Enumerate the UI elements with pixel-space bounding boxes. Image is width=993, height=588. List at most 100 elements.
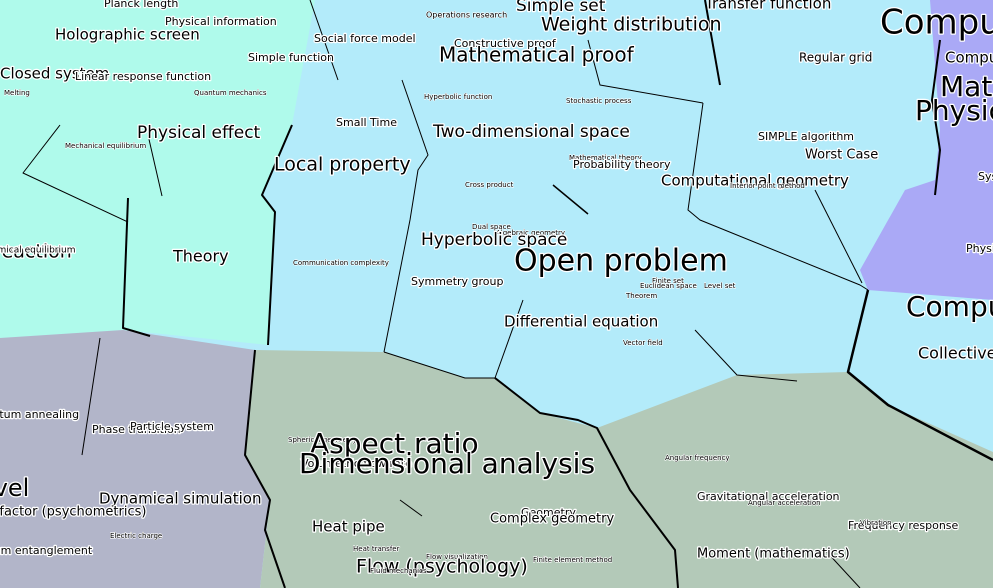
map-label: Finite set: [652, 277, 684, 285]
border: [687, 102, 869, 291]
map-label: Euclidean space: [640, 282, 697, 290]
map-label: Flow (psychology): [356, 556, 528, 578]
map-label: Regular grid: [799, 51, 872, 65]
border: [694, 329, 798, 382]
map-label: Complex geometry: [490, 512, 614, 527]
border: [122, 197, 151, 337]
map-label: Worst Case: [805, 148, 878, 163]
map-label: Computational geometry: [661, 172, 849, 190]
map-label: Dimensional analysis: [299, 447, 595, 480]
map-label: Level: [0, 474, 29, 502]
map-label: SIMPLE algorithm: [758, 130, 854, 143]
map-label: Dynamical simulation: [99, 490, 261, 508]
map-label: Collective behavior: [918, 344, 993, 363]
map-label: Quantum entanglement: [0, 544, 93, 557]
map-label: Vector field: [623, 339, 663, 347]
map-label: Probability theory: [573, 158, 671, 171]
region: [0, 330, 270, 588]
map-label: Quantum mechanics: [194, 89, 267, 97]
map-label: Cross product: [465, 181, 514, 189]
map-label: Planck length: [104, 0, 178, 10]
border: [552, 184, 589, 215]
border: [399, 499, 423, 517]
map-label: Simple set: [516, 0, 606, 16]
border: [846, 289, 993, 462]
border: [931, 39, 941, 196]
map-label: Local property: [274, 154, 411, 176]
map-label: Chemical equilibrium: [0, 246, 75, 256]
map-label: Stochastic process: [566, 97, 632, 105]
region: [860, 0, 993, 300]
map-label: Linear response function: [75, 70, 211, 83]
map-label: Dual space: [472, 223, 511, 231]
map-label: Computer science: [880, 3, 993, 43]
map-label: g factor (psychometrics): [0, 505, 146, 520]
map-label: Theory: [172, 247, 229, 266]
border: [147, 134, 163, 197]
map-label: Moment (mathematics): [697, 547, 850, 562]
map-label: Angular acceleration: [748, 499, 821, 507]
map-label: Transfer function: [704, 0, 831, 13]
map-label: Geometry: [521, 506, 576, 519]
border: [814, 189, 863, 284]
border: [81, 337, 101, 456]
map-label: Communication complexity: [293, 259, 389, 267]
map-label: Two-dimensional space: [432, 122, 630, 142]
map-label: Computing: [945, 49, 993, 67]
map-label: Level set: [704, 282, 736, 290]
map-label: Constructive proof: [454, 37, 557, 50]
borders: [22, 0, 993, 588]
map-label: Particle system: [130, 420, 214, 433]
map-label: Melting: [4, 89, 30, 97]
map-label: Physical effect: [137, 123, 261, 143]
map-label: Social force model: [314, 32, 416, 45]
map-label: Electric charge: [110, 532, 162, 540]
map-label: Heat transfer: [353, 545, 400, 553]
map-label: Open problem: [514, 244, 728, 279]
map-label: Physical information: [165, 15, 277, 28]
map-label: Spherical geometry: [288, 436, 357, 444]
map-label: Interior point method: [730, 182, 805, 190]
map-label: Finite element method: [533, 556, 612, 564]
border: [261, 124, 293, 346]
map-label: Closed system: [0, 65, 109, 83]
map-label: Mathematics: [940, 70, 993, 103]
map-label: System: [978, 170, 993, 183]
map-label: Physical: [966, 242, 993, 255]
map-label: Holographic screen: [55, 26, 200, 44]
border: [704, 0, 721, 86]
border: [244, 349, 286, 588]
map-label: Quantum annealing: [0, 408, 79, 421]
map-label: Simple function: [248, 51, 334, 64]
map-label: Mechanical equilibrium: [65, 142, 146, 150]
map-label: Aspect ratio: [310, 427, 479, 460]
map-label: Chemical reaction: [0, 241, 72, 263]
map-label: Hyperbolic function: [424, 93, 492, 101]
border: [587, 39, 704, 104]
map-label: Algebraic geometry: [496, 229, 565, 237]
map-label: Vibration: [860, 519, 892, 527]
map-label: Gravitational acceleration: [697, 490, 840, 503]
map-label: Small Time: [336, 116, 397, 129]
map-label: Frequency response: [848, 519, 959, 532]
map-label: Computation: [906, 290, 993, 323]
map-label: Hyperbolic space: [421, 230, 567, 250]
map-label: Flow visualization: [426, 553, 488, 561]
map-label: Phase transition: [92, 423, 181, 436]
border: [824, 549, 861, 588]
map-label: Symmetry group: [411, 275, 503, 288]
map-label: Operations research: [426, 11, 507, 20]
border: [309, 0, 339, 81]
region: [0, 0, 315, 345]
map-label: Physics: [915, 94, 993, 127]
border: [383, 79, 429, 353]
map-label: Mathematical proof: [439, 43, 635, 67]
border: [383, 299, 524, 379]
map-label: Mathematical theory: [569, 154, 642, 162]
border: [22, 124, 129, 223]
map-label: Volumetric flow rate: [301, 457, 412, 470]
